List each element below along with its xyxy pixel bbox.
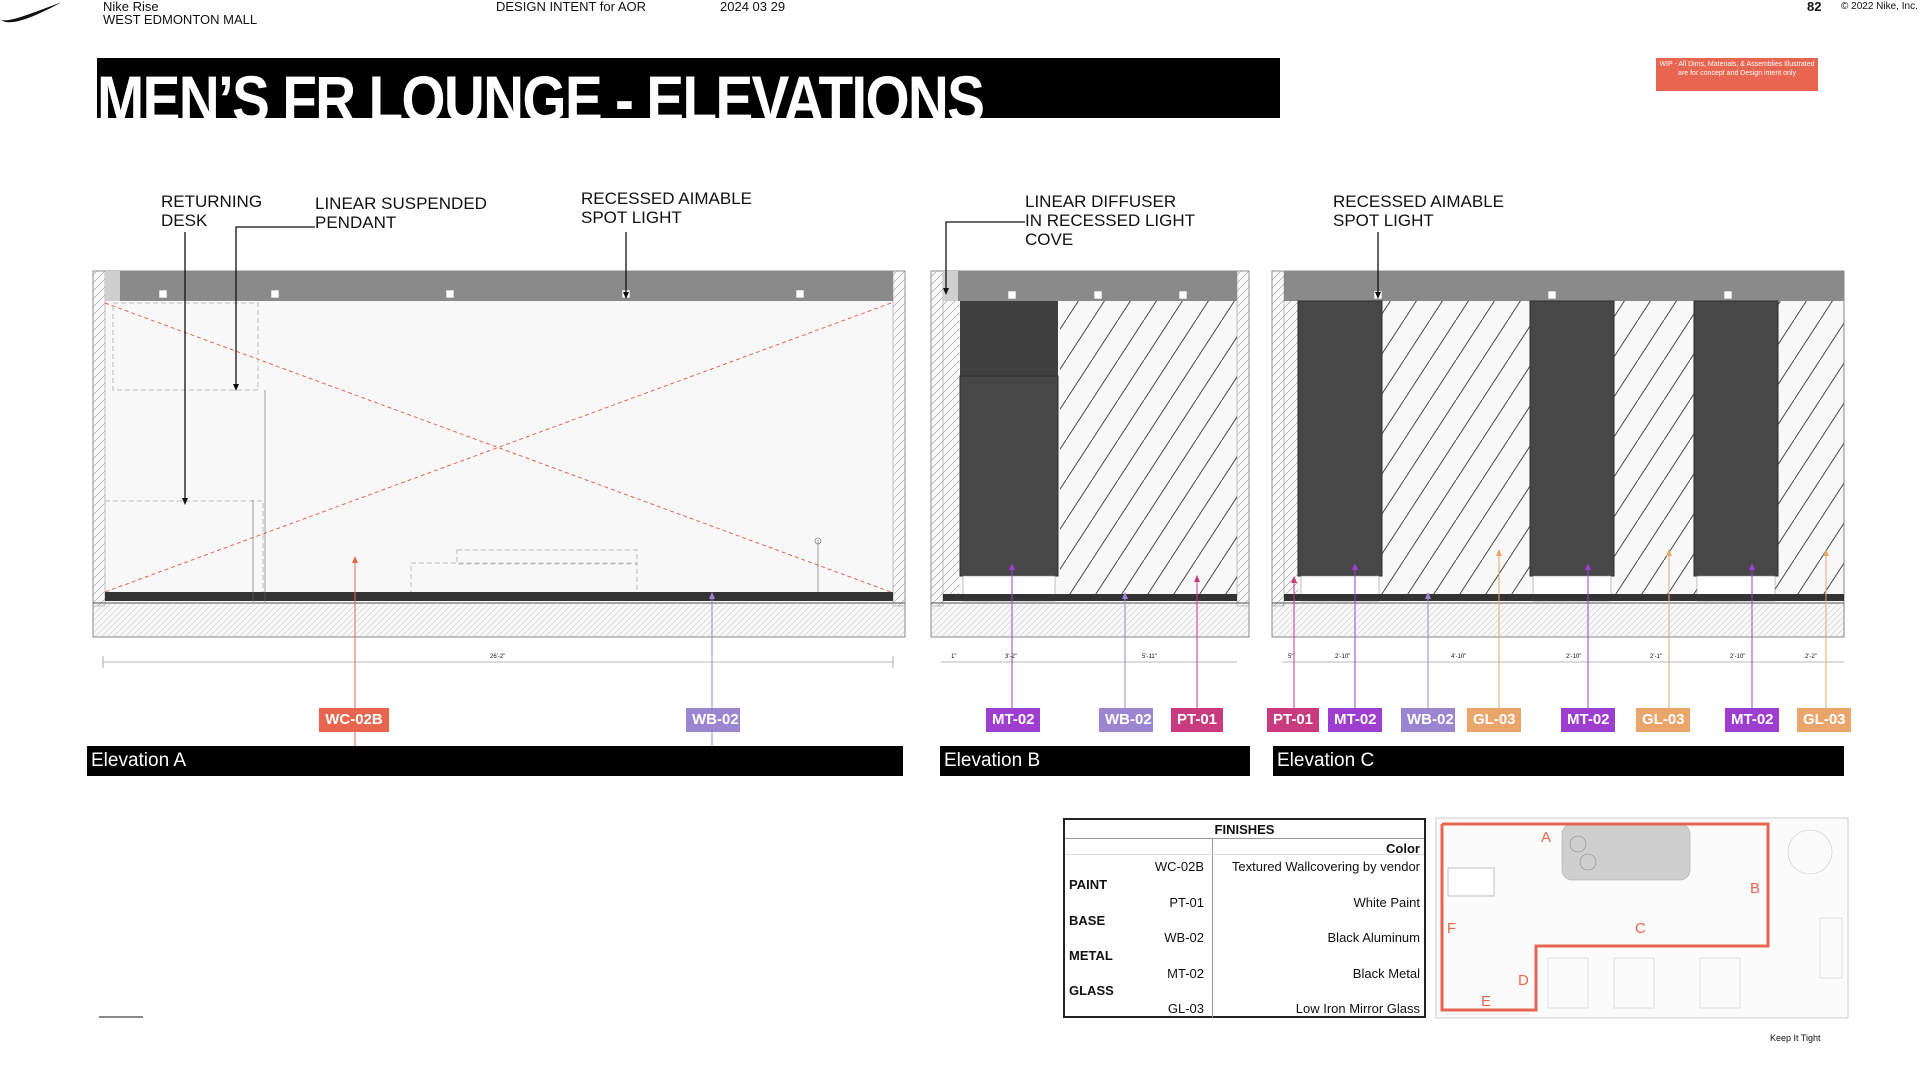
finish-code: WC-02B [1154,859,1204,874]
elevation-b-label: Elevation B [940,746,1250,776]
finish-description: Textured Wallcovering by vendor [1231,859,1420,874]
finish-description: Low Iron Mirror Glass [1295,1001,1420,1016]
callout-linear-diffuser: LINEAR DIFFUSER IN RECESSED LIGHT COVE [1025,192,1196,249]
finish-code: GL-03 [1167,1001,1204,1016]
plan-label-d: D [1518,972,1529,989]
callout-linear-pendant: LINEAR SUSPENDED PENDANT [315,194,487,232]
material-tag-gl-03: GL-03 [1797,708,1851,732]
project-location: WEST EDMONTON MALL [103,12,258,27]
plan-label-f: F [1447,920,1457,937]
elevation-a-label: Elevation A [87,746,903,776]
callout-spot-light-a: RECESSED AIMABLE SPOT LIGHT [581,189,753,227]
dimension-label: 3'-2" [1005,654,1017,660]
plan-label-c: C [1635,920,1646,937]
wip-note-badge: WIP - All Dims, Materials, & Assemblies … [1656,58,1818,91]
page-title-bar: MEN’S FR LOUNGE - ELEVATIONS [97,58,1280,118]
dimension-label: 2'-1" [1650,654,1662,660]
finish-description: Black Metal [1352,966,1420,981]
finishes-category: METAL [1065,947,1424,965]
material-tag-gl-03: GL-03 [1636,708,1690,732]
finishes-category: GLASS [1065,982,1424,1000]
finishes-row: MT-02 Black Metal [1065,965,1424,983]
finish-code: PT-01 [1169,895,1204,910]
footer-note: Keep It Tight [1770,1033,1821,1043]
finishes-row: PT-01 White Paint [1065,894,1424,912]
dimension-label: 1" [951,654,957,660]
finish-category: GLASS [1069,983,1114,998]
design-intent-label: DESIGN INTENT for AOR [496,0,647,14]
dimension-label: 2'-10" [1730,654,1746,660]
material-tag-gl-03: GL-03 [1467,708,1521,732]
finishes-color-header: Color [1386,841,1420,856]
finishes-row: GL-03 Low Iron Mirror Glass [1065,1000,1424,1018]
plan-label-a: A [1541,829,1552,846]
finish-category: PAINT [1069,877,1108,892]
elevation-a-drawing [92,226,906,752]
key-plan [1435,817,1849,1019]
material-tag-wb-02: WB-02 [686,708,740,732]
project-name: Nike Rise [103,0,159,14]
material-tag-wb-02: WB-02 [1099,708,1153,732]
finishes-row: WB-02 Black Aluminum [1065,929,1424,947]
dimension-label: 26'-2" [490,654,506,660]
dimension-label: 2'-2" [1805,654,1817,660]
material-tag-mt-02: MT-02 [1561,708,1615,732]
material-tag-pt-01: PT-01 [1171,708,1223,732]
finishes-category: PAINT [1065,876,1424,894]
finishes-category: BASE [1065,912,1424,930]
finish-category: METAL [1069,948,1113,963]
finishes-row: WC-02B Textured Wallcovering by vendor [1065,858,1424,876]
dimension-label: 2'-10" [1566,654,1582,660]
dimension-label: 5" [1288,654,1294,660]
finishes-heading: FINISHES [1065,820,1424,839]
finish-description: Black Aluminum [1327,930,1420,945]
material-tag-wb-02: WB-02 [1401,708,1455,732]
plan-label-b: B [1750,880,1761,897]
page-number: 82 [1807,0,1822,14]
sheet-date: 2024 03 29 [720,0,786,14]
callout-spot-light-c: RECESSED AIMABLE SPOT LIGHT [1333,192,1505,230]
finishes-table: FINISHES Color WC-02B Textured Wallcover… [1063,818,1426,1018]
material-tag-mt-02: MT-02 [986,708,1040,732]
material-tag-mt-02: MT-02 [1328,708,1382,732]
material-tag-pt-01: PT-01 [1267,708,1319,732]
elevation-c-label: Elevation C [1273,746,1844,776]
material-tag-wc-02b: WC-02B [319,708,389,732]
finish-code: MT-02 [1167,966,1204,981]
copyright: © 2022 Nike, Inc. [1841,1,1918,12]
page-title: MEN’S FR LOUNGE - ELEVATIONS [97,62,985,118]
elevation-b-drawing [930,221,1250,711]
nike-swoosh-logo [1,2,62,23]
dimension-label: 2'-10" [1335,654,1351,660]
dimension-label: 5'-11" [1142,654,1157,660]
finish-category: BASE [1069,913,1106,928]
elevation-c-drawing [1271,232,1845,711]
dimension-label: 4'-10" [1451,654,1467,660]
callout-returning-desk: RETURNING DESK [161,192,263,230]
finish-description: White Paint [1353,895,1420,910]
finish-code: WB-02 [1164,930,1204,945]
plan-label-e: E [1481,993,1492,1010]
material-tag-mt-02: MT-02 [1725,708,1779,732]
